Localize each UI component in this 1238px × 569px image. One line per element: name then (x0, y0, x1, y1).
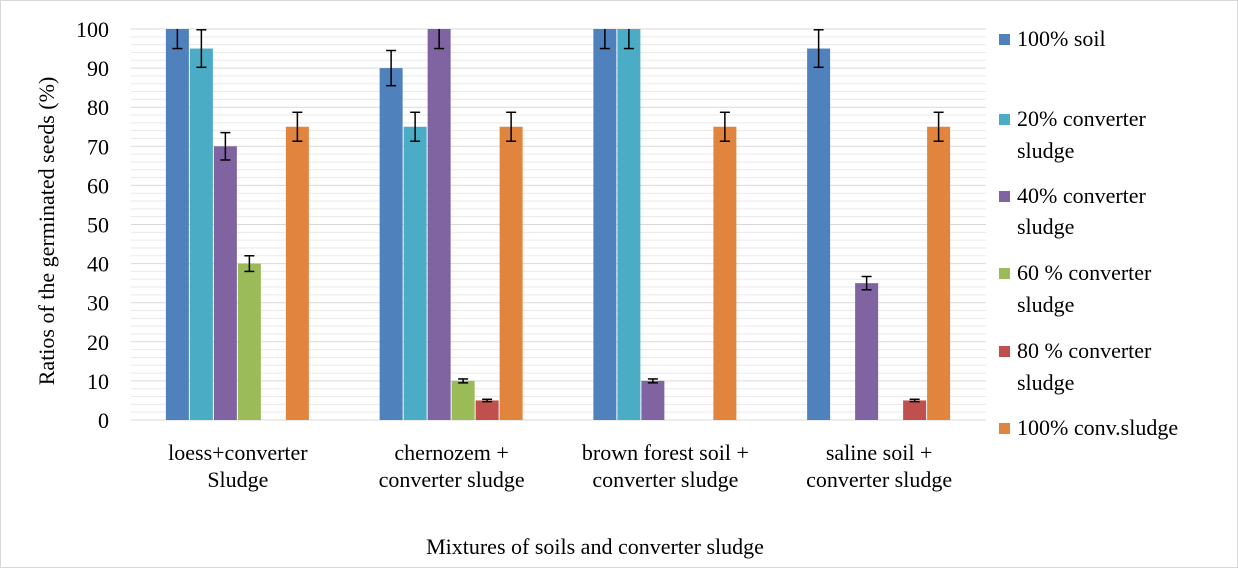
bar (403, 126, 427, 420)
y-tick-label: 20 (87, 330, 109, 355)
bar (641, 380, 665, 420)
legend-swatch (999, 268, 1010, 279)
legend-label: 20% converter (1017, 106, 1147, 131)
bar (427, 29, 451, 420)
bar (903, 400, 927, 420)
y-tick-label: 0 (98, 408, 109, 433)
bar (285, 126, 309, 420)
bar (593, 29, 617, 420)
bar (855, 283, 879, 420)
legend-swatch (999, 114, 1010, 125)
legend-label: sludge (1017, 370, 1074, 395)
legend-label: sludge (1017, 214, 1074, 239)
bar (165, 29, 189, 420)
bar (213, 146, 237, 421)
legend-swatch (999, 191, 1010, 202)
category-label: loess+converter (168, 440, 308, 465)
y-tick-label: 50 (87, 213, 109, 238)
y-tick-label: 10 (87, 369, 109, 394)
legend-swatch (999, 423, 1010, 434)
bar (807, 48, 831, 421)
error-bars (172, 29, 944, 403)
y-tick-label: 100 (76, 17, 109, 42)
legend-label: sludge (1017, 292, 1074, 317)
bar (475, 400, 499, 420)
y-tick-label: 60 (87, 173, 109, 198)
legend-label: 100% conv.sludge (1017, 415, 1178, 440)
gridlines (131, 28, 986, 421)
bar (713, 126, 737, 420)
category-label: converter sludge (379, 467, 525, 492)
legend-label: 60 % converter (1017, 260, 1152, 285)
legend-swatch (999, 34, 1010, 45)
legend-label: 80 % converter (1017, 338, 1152, 363)
legend-label: sludge (1017, 138, 1074, 163)
x-axis-title: Mixtures of soils and converter sludge (426, 534, 764, 559)
y-tick-label: 40 (87, 252, 109, 277)
y-tick-labels: 0 10 20 30 40 50 60 70 80 90 100 (76, 17, 109, 433)
bar (451, 380, 475, 420)
category-label: saline soil + (826, 440, 933, 465)
legend-label: 100% soil (1017, 26, 1106, 51)
legend-swatch (999, 346, 1010, 357)
bar (379, 68, 403, 420)
legend-label: 40% converter (1017, 183, 1147, 208)
category-label: chernozem + (394, 440, 508, 465)
category-label: converter sludge (592, 467, 738, 492)
y-tick-label: 80 (87, 95, 109, 120)
category-label: Sludge (207, 467, 268, 492)
bar (237, 263, 261, 420)
legend: 100% soil 20% converter sludge 40% converte… (999, 26, 1178, 440)
y-tick-label: 70 (87, 134, 109, 159)
bar (189, 48, 213, 421)
bar (499, 126, 523, 420)
y-tick-label: 30 (87, 291, 109, 316)
bar (617, 29, 641, 420)
bar (927, 126, 951, 420)
category-label: brown forest soil + (582, 440, 749, 465)
category-label: converter sludge (806, 467, 952, 492)
bars (165, 29, 951, 421)
y-tick-label: 90 (87, 56, 109, 81)
y-axis-title: Ratios of the germinated seeds (%) (34, 77, 59, 386)
